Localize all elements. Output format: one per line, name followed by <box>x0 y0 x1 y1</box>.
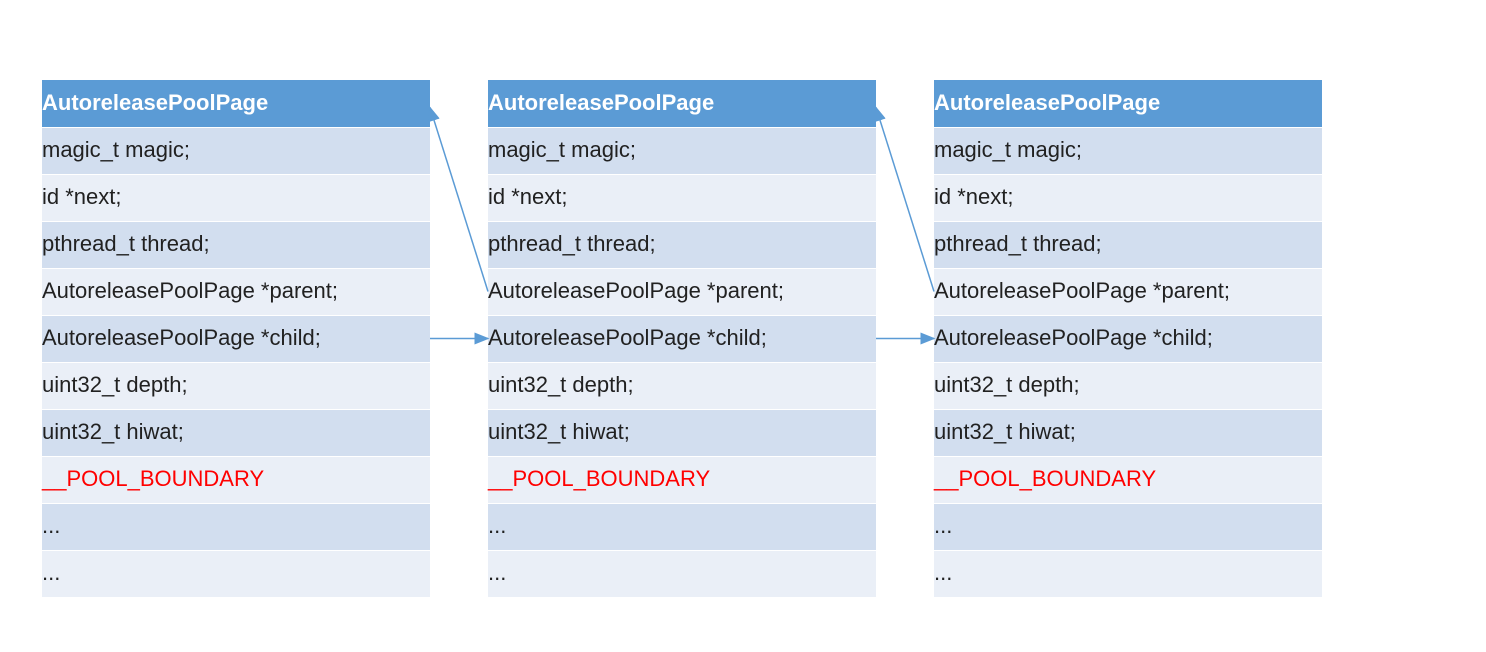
table-header: AutoreleasePoolPage <box>42 80 430 127</box>
diagram-container: AutoreleasePoolPagemagic_t magic;id *nex… <box>0 0 1486 652</box>
table-row: magic_t magic; <box>934 127 1322 174</box>
table-row: ... <box>488 503 876 550</box>
table-row: ... <box>934 550 1322 597</box>
pool-boundary-cell: __POOL_BOUNDARY <box>42 456 430 503</box>
table-row: uint32_t hiwat; <box>42 409 430 456</box>
parent-arrow <box>430 108 488 292</box>
table-row: AutoreleasePoolPage *parent; <box>934 268 1322 315</box>
parent-arrow <box>876 108 934 292</box>
table-row: AutoreleasePoolPage *child; <box>488 315 876 362</box>
table-row: ... <box>42 503 430 550</box>
table-row: magic_t magic; <box>488 127 876 174</box>
table-row: AutoreleasePoolPage *child; <box>42 315 430 362</box>
table-row: AutoreleasePoolPage *child; <box>934 315 1322 362</box>
table-header: AutoreleasePoolPage <box>934 80 1322 127</box>
table-row: uint32_t hiwat; <box>488 409 876 456</box>
table-row: ... <box>934 503 1322 550</box>
table-header: AutoreleasePoolPage <box>488 80 876 127</box>
pool-page-table-2: AutoreleasePoolPagemagic_t magic;id *nex… <box>934 80 1322 598</box>
table-row: uint32_t depth; <box>488 362 876 409</box>
table-row: magic_t magic; <box>42 127 430 174</box>
table-row: uint32_t hiwat; <box>934 409 1322 456</box>
table-row: id *next; <box>42 174 430 221</box>
table-row: uint32_t depth; <box>42 362 430 409</box>
pool-boundary-cell: __POOL_BOUNDARY <box>488 456 876 503</box>
table-row: AutoreleasePoolPage *parent; <box>42 268 430 315</box>
table-row: ... <box>42 550 430 597</box>
table-row: id *next; <box>934 174 1322 221</box>
table-row: pthread_t thread; <box>934 221 1322 268</box>
pool-boundary-cell: __POOL_BOUNDARY <box>934 456 1322 503</box>
table-row: pthread_t thread; <box>488 221 876 268</box>
table-row: ... <box>488 550 876 597</box>
table-row: AutoreleasePoolPage *parent; <box>488 268 876 315</box>
pool-page-table-1: AutoreleasePoolPagemagic_t magic;id *nex… <box>488 80 876 598</box>
table-row: uint32_t depth; <box>934 362 1322 409</box>
table-row: id *next; <box>488 174 876 221</box>
table-row: pthread_t thread; <box>42 221 430 268</box>
pool-page-table-0: AutoreleasePoolPagemagic_t magic;id *nex… <box>42 80 430 598</box>
